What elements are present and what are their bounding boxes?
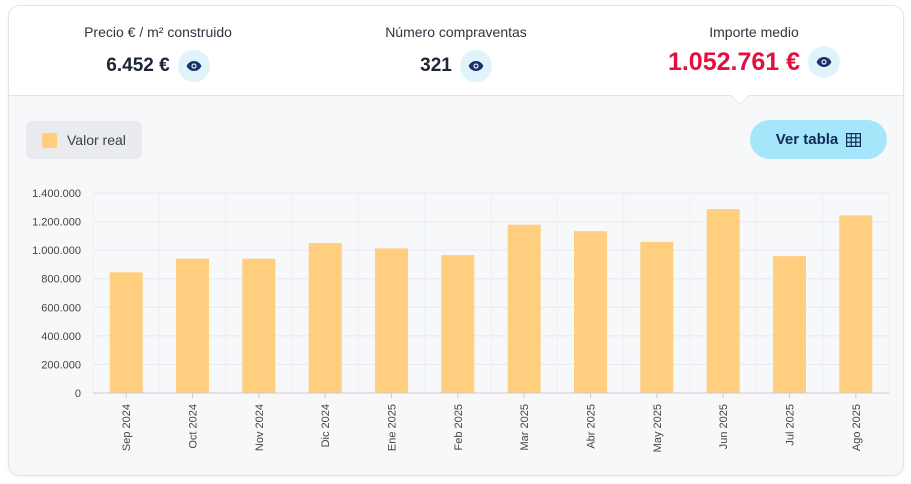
y-tick-label: 1.200.000 bbox=[32, 217, 81, 229]
eye-icon[interactable] bbox=[177, 50, 210, 82]
bar-1 bbox=[109, 272, 143, 393]
x-tick-label: Jun 2025 bbox=[718, 404, 730, 449]
table-grid-icon bbox=[846, 132, 862, 147]
x-tick-label: Sep 2024 bbox=[121, 404, 133, 451]
stat-average-amount: Importe medio 1.052.761 € bbox=[605, 24, 903, 78]
x-tick-label: Oct 2024 bbox=[188, 404, 200, 449]
bar-5 bbox=[375, 248, 408, 393]
stat-value: 321 bbox=[420, 55, 452, 76]
view-table-button[interactable]: Ver tabla bbox=[750, 120, 887, 159]
bar-12 bbox=[839, 215, 873, 393]
chart-legend[interactable]: Valor real bbox=[26, 121, 142, 159]
x-tick-label: May 2025 bbox=[652, 404, 664, 452]
selection-pointer-fill bbox=[731, 95, 749, 104]
stat-sales-count: Número compraventas 321 bbox=[307, 24, 605, 82]
bar-4 bbox=[308, 243, 342, 393]
legend-swatch bbox=[42, 132, 57, 148]
y-tick-label: 200.000 bbox=[41, 359, 81, 371]
bar-10 bbox=[706, 209, 740, 393]
y-tick-label: 600.000 bbox=[41, 302, 81, 314]
x-tick-label: Ago 2025 bbox=[851, 404, 863, 451]
bar-chart: 0 200.000 400.000 600.000 800.000 1.000.000 1.… bbox=[32, 188, 890, 452]
bar-8 bbox=[574, 231, 607, 393]
x-tick-label: Nov 2024 bbox=[254, 404, 266, 451]
stat-value: 6.452 € bbox=[106, 55, 170, 76]
stat-label: Importe medio bbox=[709, 24, 799, 40]
view-table-label: Ver tabla bbox=[775, 131, 839, 148]
eye-icon[interactable] bbox=[459, 50, 492, 82]
y-tick-label: 400.000 bbox=[41, 331, 81, 343]
x-tick-label: Dic 2024 bbox=[320, 404, 332, 447]
eye-icon[interactable] bbox=[808, 46, 841, 78]
x-tick-label: Jul 2025 bbox=[785, 404, 797, 446]
stat-value-accent: 1.052.761 € bbox=[667, 47, 801, 76]
market-summary-card: Precio € / m² construido 6.452 € Número … bbox=[8, 5, 904, 476]
stats-header: Precio € / m² construido 6.452 € Número … bbox=[9, 6, 903, 96]
x-tick-label: Mar 2025 bbox=[519, 404, 531, 450]
bar-3 bbox=[242, 258, 276, 393]
x-tick-label: Ene 2025 bbox=[387, 404, 399, 451]
x-tick-label: Abr 2025 bbox=[586, 404, 598, 449]
y-tick-label: 800.000 bbox=[41, 274, 81, 286]
y-tick-label: 1.400.000 bbox=[32, 188, 81, 200]
bar-11 bbox=[773, 256, 806, 393]
bar-2 bbox=[176, 258, 209, 393]
stat-label: Precio € / m² construido bbox=[84, 24, 232, 40]
y-tick-label: 0 bbox=[75, 388, 81, 400]
x-tick-label: Feb 2025 bbox=[453, 404, 465, 450]
stat-price-per-m2: Precio € / m² construido 6.452 € bbox=[9, 24, 307, 82]
legend-label: Valor real bbox=[67, 132, 126, 148]
bar-6 bbox=[441, 255, 475, 393]
bar-9 bbox=[640, 241, 674, 393]
stat-label: Número compraventas bbox=[385, 24, 527, 40]
bar-7 bbox=[507, 224, 541, 393]
y-tick-label: 1.000.000 bbox=[32, 245, 81, 257]
